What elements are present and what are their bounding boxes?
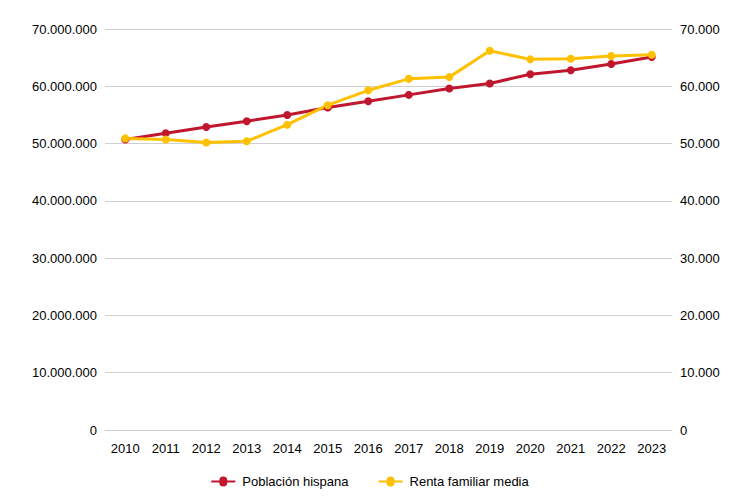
svg-text:2014: 2014 <box>273 441 302 456</box>
svg-text:2017: 2017 <box>394 441 423 456</box>
svg-text:60.000.000: 60.000.000 <box>32 79 97 94</box>
svg-text:40.000: 40.000 <box>680 193 720 208</box>
svg-text:2023: 2023 <box>637 441 666 456</box>
svg-text:70.000: 70.000 <box>680 22 720 37</box>
svg-text:20.000: 20.000 <box>680 308 720 323</box>
svg-text:2013: 2013 <box>232 441 261 456</box>
svg-text:10.000.000: 10.000.000 <box>32 365 97 380</box>
svg-text:2019: 2019 <box>475 441 504 456</box>
svg-text:30.000.000: 30.000.000 <box>32 251 97 266</box>
svg-text:2010: 2010 <box>111 441 140 456</box>
svg-text:2012: 2012 <box>192 441 221 456</box>
svg-text:2011: 2011 <box>152 441 180 456</box>
svg-text:2022: 2022 <box>597 441 626 456</box>
svg-text:40.000.000: 40.000.000 <box>32 193 97 208</box>
svg-text:0: 0 <box>90 423 97 438</box>
svg-text:10.000: 10.000 <box>680 365 720 380</box>
svg-text:0: 0 <box>680 423 687 438</box>
svg-text:20.000.000: 20.000.000 <box>32 308 97 323</box>
svg-text:50.000.000: 50.000.000 <box>32 136 97 151</box>
svg-text:2021: 2021 <box>556 441 585 456</box>
svg-text:2018: 2018 <box>435 441 464 456</box>
svg-text:70.000.000: 70.000.000 <box>32 22 97 37</box>
svg-text:2016: 2016 <box>354 441 383 456</box>
svg-text:2015: 2015 <box>313 441 342 456</box>
svg-text:Población hispana: Población hispana <box>242 474 349 489</box>
svg-text:60.000: 60.000 <box>680 79 720 94</box>
svg-text:Renta familiar media: Renta familiar media <box>410 474 530 489</box>
svg-text:30.000: 30.000 <box>680 251 720 266</box>
svg-text:2020: 2020 <box>516 441 545 456</box>
svg-text:50.000: 50.000 <box>680 136 720 151</box>
